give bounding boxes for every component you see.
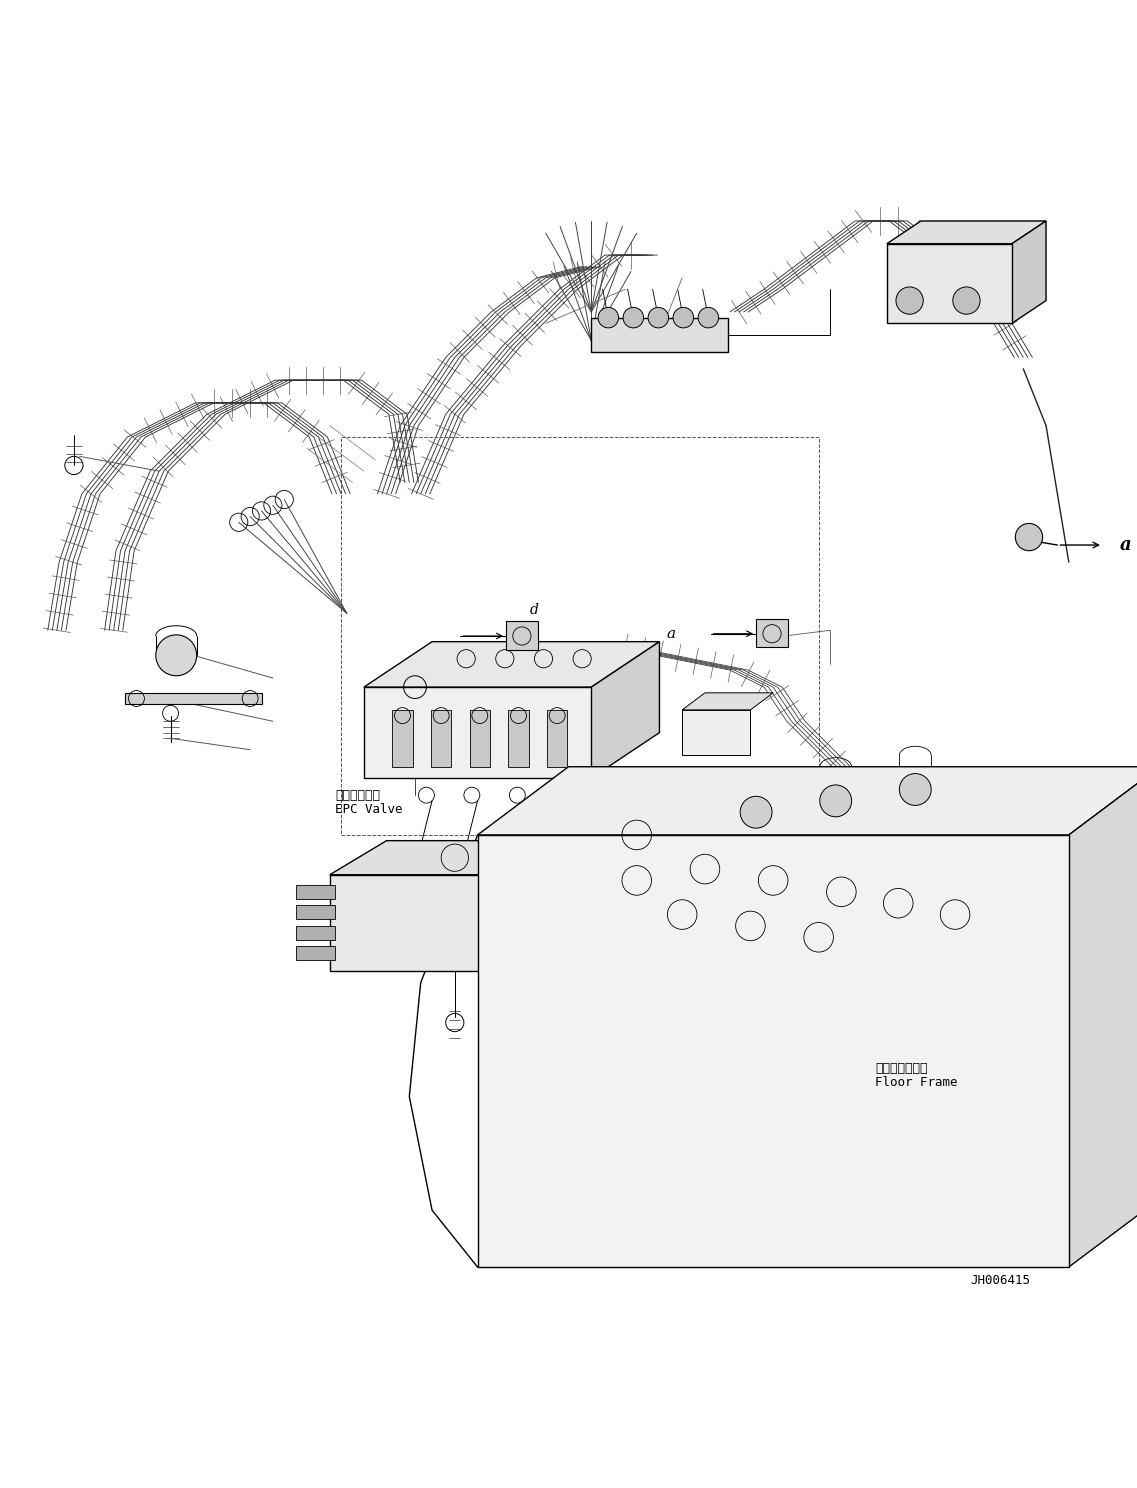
Polygon shape — [591, 641, 659, 778]
Bar — [341, 437, 819, 835]
Polygon shape — [887, 244, 1012, 323]
Polygon shape — [364, 687, 591, 778]
Polygon shape — [1069, 766, 1137, 1266]
Polygon shape — [887, 222, 1046, 244]
Bar — [296, 885, 335, 899]
Text: a: a — [666, 626, 675, 641]
Circle shape — [648, 308, 669, 327]
Circle shape — [896, 287, 923, 314]
Circle shape — [698, 308, 719, 327]
Bar — [296, 906, 335, 920]
Polygon shape — [478, 766, 1137, 835]
Polygon shape — [603, 841, 659, 972]
Text: ＥＰＣバルブ: ＥＰＣバルブ — [335, 789, 381, 802]
Bar — [506, 620, 538, 650]
Polygon shape — [682, 693, 773, 710]
Bar — [296, 926, 335, 939]
Circle shape — [820, 786, 852, 817]
Circle shape — [740, 796, 772, 829]
Bar — [296, 946, 335, 960]
Bar — [392, 710, 413, 766]
Polygon shape — [330, 841, 659, 875]
Circle shape — [1015, 524, 1043, 551]
Text: JH006415: JH006415 — [971, 1274, 1030, 1287]
Polygon shape — [125, 693, 262, 704]
Text: d: d — [530, 603, 539, 618]
Text: a: a — [1120, 536, 1131, 554]
Polygon shape — [591, 317, 728, 351]
Bar — [547, 710, 567, 766]
Text: フロアフレーム: フロアフレーム — [875, 1061, 928, 1074]
Circle shape — [156, 635, 197, 676]
Circle shape — [598, 308, 619, 327]
Bar — [431, 710, 451, 766]
Polygon shape — [478, 835, 1069, 1266]
Circle shape — [953, 287, 980, 314]
Polygon shape — [682, 710, 750, 756]
Text: EPC Valve: EPC Valve — [335, 804, 402, 817]
Bar — [756, 619, 788, 647]
Circle shape — [673, 308, 694, 327]
Bar — [470, 710, 490, 766]
Polygon shape — [364, 641, 659, 687]
Polygon shape — [330, 875, 603, 972]
Circle shape — [623, 308, 644, 327]
Bar — [508, 710, 529, 766]
Polygon shape — [1012, 222, 1046, 323]
Text: Floor Frame: Floor Frame — [875, 1076, 958, 1089]
Circle shape — [899, 774, 931, 805]
